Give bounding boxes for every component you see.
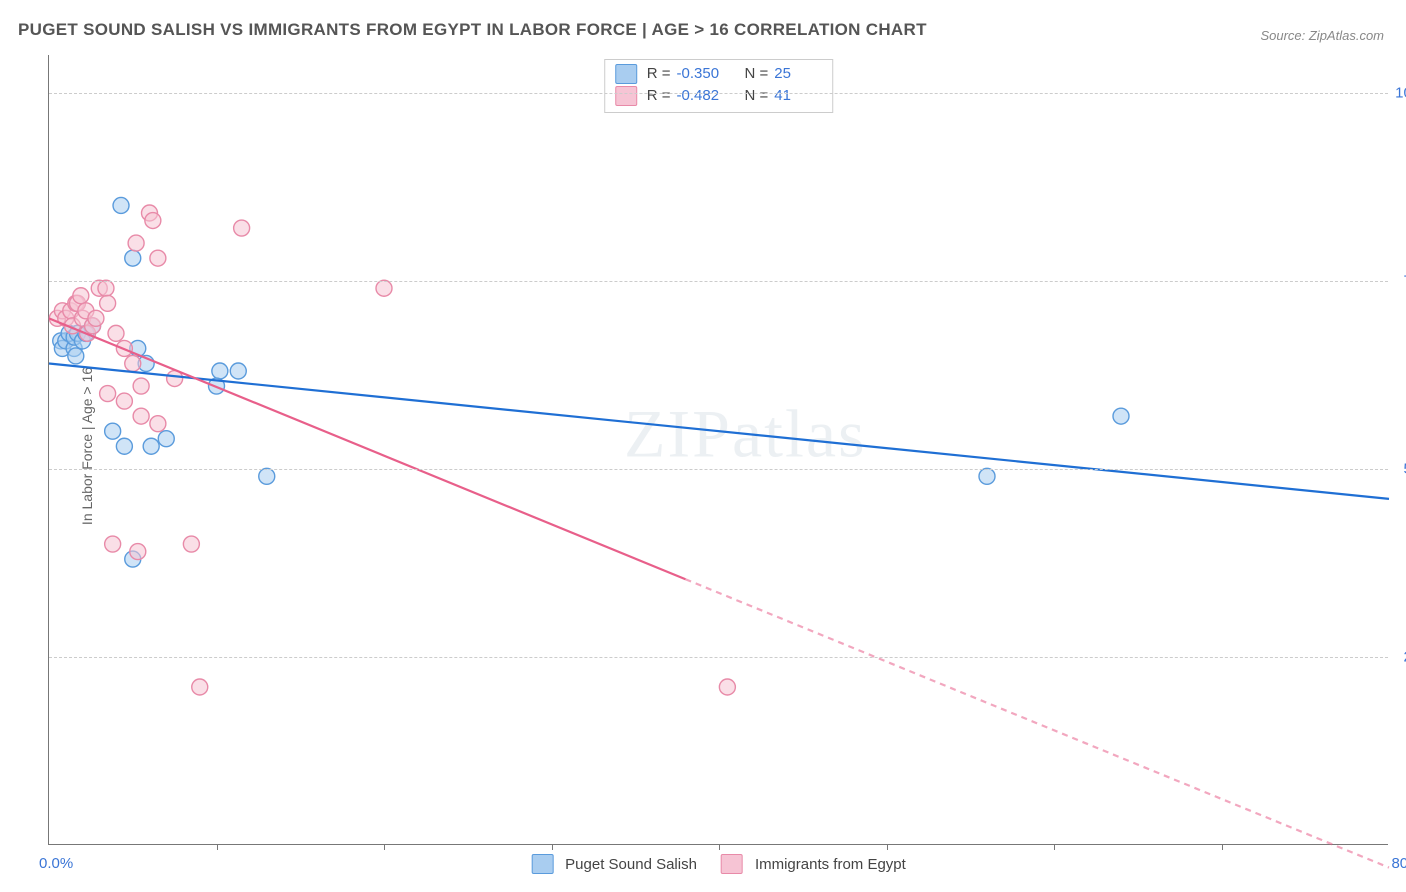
scatter-point [133,378,149,394]
r-value: -0.350 [677,63,725,85]
scatter-point [719,679,735,695]
scatter-point [128,235,144,251]
x-axis-max-label: 80.0% [1391,855,1406,872]
scatter-point [150,416,166,432]
x-tick-mark [1054,844,1055,850]
legend-stats-row: R = -0.350 N =25 [615,63,823,85]
legend-series: Puget Sound Salish Immigrants from Egypt [531,854,906,874]
y-tick-label: 100.0% [1392,84,1406,101]
scatter-point [212,363,228,379]
scatter-point [234,220,250,236]
scatter-point [125,355,141,371]
scatter-point [105,536,121,552]
scatter-point [105,423,121,439]
scatter-point [979,468,995,484]
x-axis-origin-label: 0.0% [39,855,73,872]
scatter-point [133,408,149,424]
n-label: N = [745,85,769,107]
x-tick-mark [719,844,720,850]
scatter-point [158,431,174,447]
scatter-point [98,280,114,296]
legend-series-item: Puget Sound Salish [531,854,697,874]
gridline-h [49,469,1388,470]
x-tick-mark [384,844,385,850]
r-value: -0.482 [677,85,725,107]
n-label: N = [745,63,769,85]
y-tick-label: 25.0% [1392,648,1406,665]
scatter-point [125,250,141,266]
legend-swatch [615,86,637,106]
scatter-point [73,288,89,304]
legend-series-label: Puget Sound Salish [565,856,697,873]
plot-area: ZIPatlas R =-0.350N =25R =-0.482N =41 0.… [48,55,1388,845]
scatter-point [130,544,146,560]
regression-line [49,363,1389,498]
legend-stats: R = -0.350 N =25 R = -0.482 N =41 [604,59,834,113]
scatter-point [100,295,116,311]
x-tick-mark [552,844,553,850]
gridline-h [49,93,1388,94]
x-tick-mark [887,844,888,850]
scatter-point [100,386,116,402]
scatter-point [259,468,275,484]
n-value: 25 [774,63,822,85]
n-value: 41 [774,85,822,107]
legend-swatch [531,854,553,874]
r-label: R = [647,85,671,107]
scatter-point [88,310,104,326]
scatter-point [143,438,159,454]
y-tick-label: 75.0% [1392,272,1406,289]
scatter-point [113,197,129,213]
x-tick-mark [1222,844,1223,850]
scatter-point [145,213,161,229]
gridline-h [49,281,1388,282]
legend-swatch [721,854,743,874]
x-tick-mark [217,844,218,850]
scatter-point [230,363,246,379]
r-label: R = [647,63,671,85]
scatter-point [1113,408,1129,424]
scatter-point [192,679,208,695]
scatter-point [68,348,84,364]
scatter-point [376,280,392,296]
scatter-point [183,536,199,552]
scatter-point [116,393,132,409]
gridline-h [49,657,1388,658]
y-tick-label: 50.0% [1392,460,1406,477]
legend-series-label: Immigrants from Egypt [755,856,906,873]
scatter-point [150,250,166,266]
legend-swatch [615,64,637,84]
chart-title: PUGET SOUND SALISH VS IMMIGRANTS FROM EG… [18,20,927,40]
legend-series-item: Immigrants from Egypt [721,854,906,874]
plot-svg [49,55,1388,844]
source-attribution: Source: ZipAtlas.com [1260,28,1384,43]
scatter-point [108,325,124,341]
legend-stats-row: R = -0.482 N =41 [615,85,823,107]
scatter-point [116,438,132,454]
regression-line-extrapolated [686,579,1390,867]
